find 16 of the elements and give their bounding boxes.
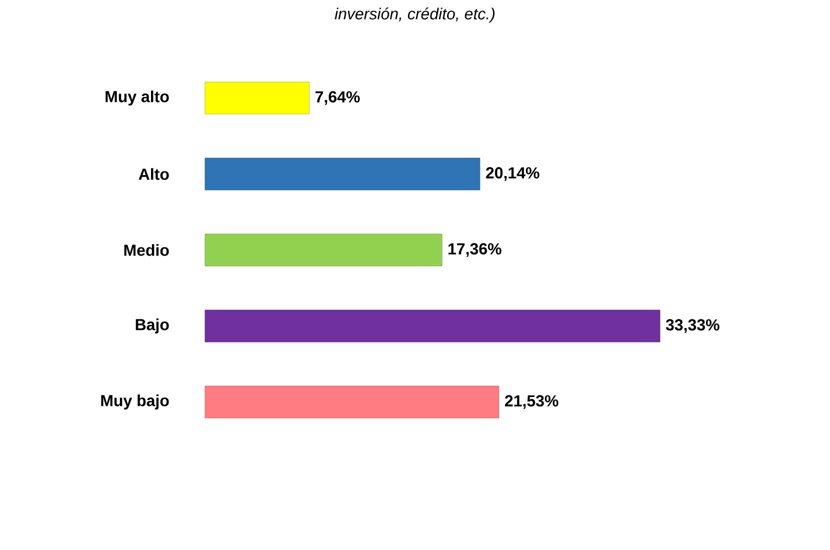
bar <box>204 386 500 418</box>
y-tick-label: Bajo <box>136 318 169 334</box>
y-tick-label: Muy bajo <box>101 394 169 410</box>
y-tick-label: Alto <box>138 168 169 180</box>
data-label: 17,36% <box>448 243 502 257</box>
bar <box>204 310 660 342</box>
chart-title: inversión, crédito, etc.) <box>334 8 494 23</box>
data-label: 7,64% <box>316 91 360 105</box>
bar <box>204 82 310 114</box>
bar <box>204 158 480 190</box>
y-tick-label: Medio <box>124 244 169 256</box>
data-label: 33,33% <box>666 319 720 333</box>
data-label: 20,14% <box>486 167 540 181</box>
y-tick-label: Muy alto <box>106 90 169 106</box>
data-label: 21,53% <box>505 395 558 409</box>
bar <box>204 234 442 266</box>
